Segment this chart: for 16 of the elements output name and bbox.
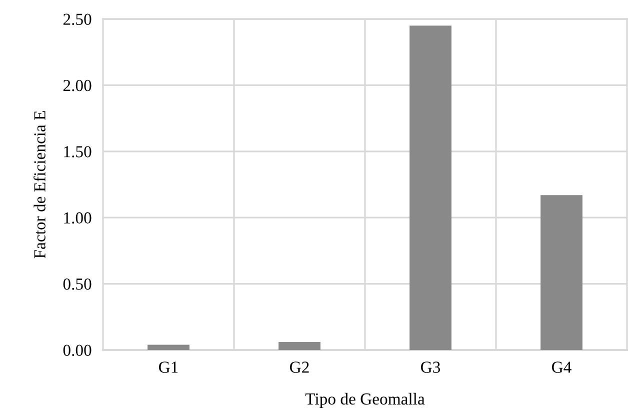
y-tick-label: 1.50 bbox=[64, 146, 92, 158]
y-tick-label: 1.00 bbox=[64, 212, 92, 224]
y-tick-label: 0.00 bbox=[63, 344, 92, 356]
bar bbox=[148, 344, 190, 350]
bar bbox=[278, 342, 320, 350]
x-tick-label: G3 bbox=[421, 362, 440, 373]
y-tick-label: 0.50 bbox=[63, 278, 92, 290]
bar bbox=[410, 26, 452, 350]
x-axis-title: Tipo de Geomalla bbox=[305, 392, 425, 408]
y-tick-label: 2.50 bbox=[63, 14, 92, 26]
bar bbox=[540, 195, 582, 350]
x-tick-label: G2 bbox=[290, 362, 309, 373]
x-tick-label: G4 bbox=[552, 362, 572, 373]
x-tick-label: G1 bbox=[159, 362, 178, 373]
y-tick-label: 2.00 bbox=[63, 80, 92, 92]
y-axis-title: Factor de Eficiencia E bbox=[34, 111, 46, 258]
